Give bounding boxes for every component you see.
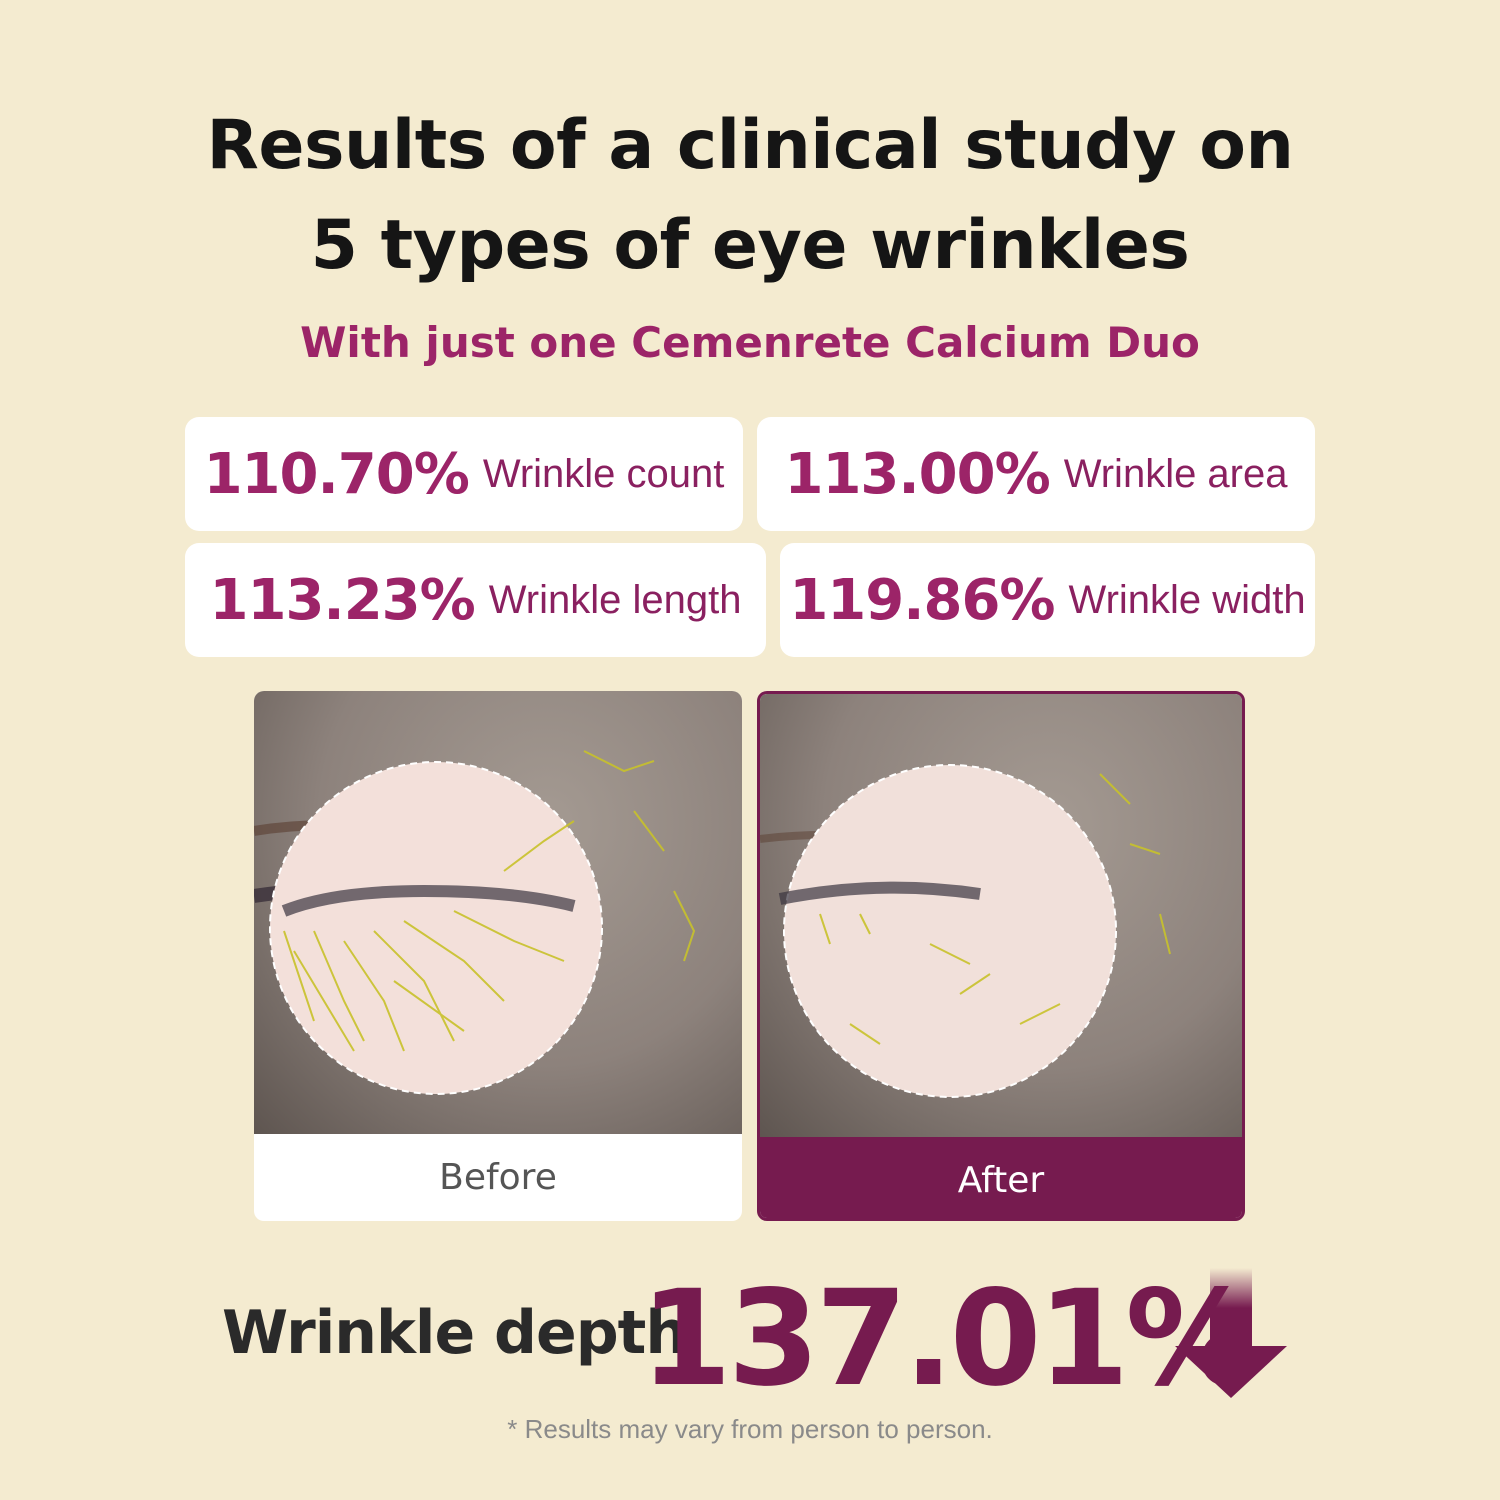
stat-card-width: 119.86% Wrinkle width [780, 543, 1315, 657]
after-label: After [760, 1137, 1242, 1218]
arrow-down-icon [1175, 1268, 1287, 1398]
after-eye-image [760, 694, 1242, 1137]
stat-card-area: 113.00% Wrinkle area [757, 417, 1315, 531]
disclaimer: * Results may vary from person to person… [507, 1414, 993, 1444]
stat-value: 119.86% [789, 567, 1055, 633]
wrinkle-analysis-overlay [760, 764, 1171, 1098]
stat-label: Wrinkle count [482, 451, 725, 496]
stat-value: 110.70% [203, 441, 470, 507]
stat-value: 113.00% [784, 441, 1050, 507]
wrinkle-analysis-overlay [254, 750, 696, 1095]
after-photo-panel: After [757, 691, 1245, 1221]
stat-label: Wrinkle length [488, 577, 742, 622]
subtitle: With just one Cemenrete Calcium Duo [300, 318, 1200, 367]
wrinkle-depth-value: 137.01% [640, 1262, 1258, 1416]
before-label: Before [439, 1157, 557, 1198]
stat-card-count: 110.70% Wrinkle count [185, 417, 743, 531]
stat-card-length: 113.23% Wrinkle length [185, 543, 766, 657]
stat-label: Wrinkle width [1068, 577, 1306, 622]
before-eye-image [254, 691, 742, 1134]
before-photo-panel: Before [254, 691, 742, 1221]
title-line-2: 5 types of eye wrinkles [310, 206, 1190, 285]
title-line-1: Results of a clinical study on [206, 106, 1294, 185]
wrinkle-depth-label: Wrinkle depth [222, 1298, 688, 1368]
stat-label: Wrinkle area [1063, 451, 1288, 496]
page-title: Results of a clinical study on 5 types o… [0, 96, 1500, 296]
stat-value: 113.23% [209, 567, 476, 633]
